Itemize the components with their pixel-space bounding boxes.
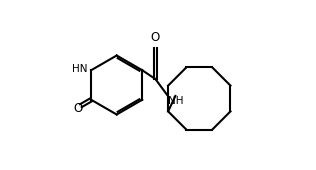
Text: NH: NH bbox=[168, 96, 184, 106]
Text: HN: HN bbox=[72, 64, 88, 74]
Text: O: O bbox=[151, 31, 160, 44]
Text: O: O bbox=[74, 102, 83, 115]
